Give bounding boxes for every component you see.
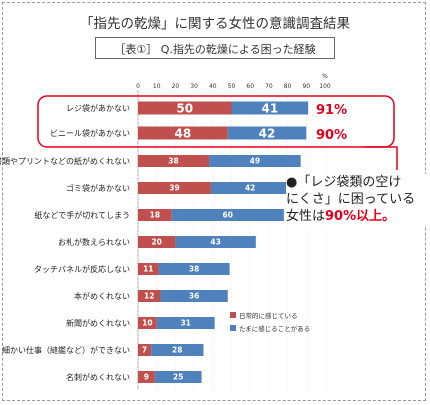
x-tick-label: 60 (246, 83, 254, 90)
x-tick-label: 80 (284, 83, 292, 90)
bar-series2 (210, 182, 290, 194)
x-tick-label: 0 (136, 83, 140, 90)
chart-subtitle: ［表①］ Q.指先の乾燥による困った経験 (114, 43, 316, 56)
bar-series2 (160, 290, 228, 302)
callout-line-3: 女性は90%以上。 (286, 208, 426, 225)
category-label: 新聞がめくれない (66, 318, 130, 328)
category-label: 名刺がめくれない (66, 372, 130, 382)
bar-series1 (138, 101, 232, 115)
highlight-value-1: 91% (316, 103, 347, 118)
bar-series2 (231, 101, 309, 115)
legend-label-series2: たまに感じることがある (239, 324, 310, 333)
highlight-box (37, 95, 395, 148)
x-axis-unit: % (322, 73, 328, 80)
data-label-series2: 43 (210, 238, 220, 247)
legend-label-series1: 日常的に感じている (239, 311, 298, 320)
bar-series1 (138, 155, 210, 167)
bar-series2 (171, 209, 284, 221)
data-label-series1: 11 (143, 265, 153, 274)
data-label-series1: 9 (144, 373, 149, 382)
data-label-series1: 7 (142, 346, 147, 355)
data-label-series2: 41 (261, 101, 278, 115)
bar-series2 (151, 344, 204, 356)
data-label-series2: 60 (223, 211, 233, 220)
x-tick-label: 50 (228, 83, 236, 90)
data-label-series2: 42 (245, 184, 255, 193)
bar-series1 (138, 263, 159, 275)
callout-pointer-line (365, 146, 398, 170)
x-tick-label: 20 (172, 83, 180, 90)
data-label-series2: 49 (250, 157, 260, 166)
bar-series2 (227, 126, 307, 140)
data-label-series2: 38 (189, 265, 199, 274)
bar-series2 (156, 317, 215, 329)
bar-series1 (138, 126, 228, 140)
bar-series2 (209, 155, 301, 167)
chart-title: 「指先の乾燥」に関する女性の意識調査結果 (80, 16, 350, 32)
category-label: 書類やプリントなどの紙がめくれない (0, 156, 130, 166)
x-tick-label: 40 (209, 83, 217, 90)
category-label: レジ袋があかない (66, 103, 130, 113)
bar-series2 (158, 263, 230, 275)
data-label-series1: 12 (144, 292, 154, 301)
bar-series1 (138, 290, 161, 302)
bar-series1 (138, 209, 172, 221)
callout-line-2: にくさ」に困っている (286, 192, 416, 207)
callout-line-1: ●「レジ袋類の空け (286, 175, 402, 190)
data-label-series1: 39 (169, 184, 179, 193)
category-label: お札が数えられない (58, 237, 130, 247)
subtitle-box (95, 37, 335, 59)
data-label-series2: 42 (259, 126, 276, 140)
bar-series1 (138, 371, 155, 383)
data-label-series1: 18 (150, 211, 160, 220)
data-label-series1: 48 (175, 126, 192, 140)
category-label: 細かい仕事（縫鑑など）ができない (2, 345, 130, 355)
data-label-series2: 28 (172, 346, 182, 355)
x-tick-label: 30 (190, 83, 198, 90)
data-label-series2: 25 (173, 373, 183, 382)
highlight-value-2: 90% (316, 128, 347, 143)
bar-series1 (138, 317, 157, 329)
legend-swatch-series1 (230, 312, 236, 318)
x-tick-label: 70 (265, 83, 273, 90)
data-label-series1: 50 (176, 101, 193, 115)
x-tick-label: 100 (319, 83, 331, 90)
category-label: タッチパネルが反応しない (34, 264, 130, 274)
category-label: ビニール袋があかない (50, 128, 130, 138)
callout-highlight: 90%以上。 (325, 209, 396, 224)
bar-series2 (175, 236, 256, 248)
data-label-series1: 10 (142, 319, 152, 328)
callout-text: ●「レジ袋類の空け にくさ」に困っている 女性は90%以上。 (286, 174, 426, 225)
category-label: 紙などで手が切れてしまう (34, 210, 130, 220)
data-label-series1: 20 (151, 238, 161, 247)
category-label: 本がめくれない (74, 291, 130, 301)
bar-series1 (138, 236, 176, 248)
bar-series1 (138, 182, 211, 194)
bar-series2 (154, 371, 202, 383)
x-tick-label: 90 (302, 83, 310, 90)
callout-line-3a: 女性は (286, 209, 326, 224)
legend-swatch-series2 (230, 325, 236, 331)
data-label-series2: 36 (189, 292, 199, 301)
x-tick-label: 10 (153, 83, 161, 90)
category-label: ゴミ袋があかない (66, 183, 130, 193)
bar-series1 (138, 344, 152, 356)
data-label-series2: 31 (180, 319, 190, 328)
data-label-series1: 38 (168, 157, 178, 166)
